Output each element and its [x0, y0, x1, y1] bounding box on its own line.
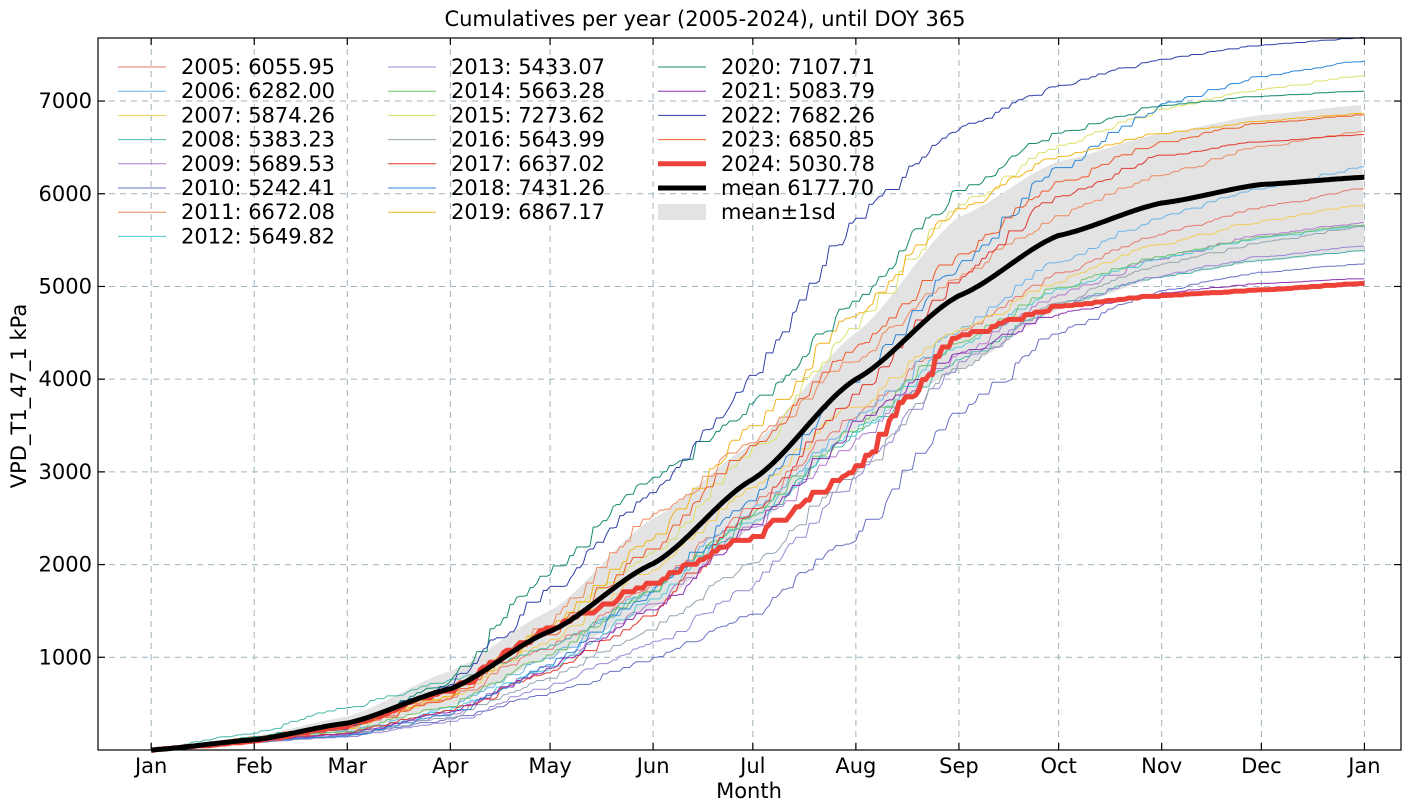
y-tick-label: 2000 [39, 553, 92, 577]
legend-label-2020: 2020: 7107.71 [721, 55, 875, 79]
legend-label-2022: 2022: 7682.26 [721, 103, 875, 127]
series-layer [150, 37, 1365, 753]
x-tick-label: Oct [1040, 754, 1076, 778]
x-tick-label: Sep [939, 754, 979, 778]
legend-label-2006: 2006: 6282.00 [181, 79, 335, 103]
legend-label-2009: 2009: 5689.53 [181, 152, 335, 176]
legend-label-2007: 2007: 5874.26 [181, 103, 335, 127]
x-tick-label: Mar [327, 754, 367, 778]
chart-title: Cumulatives per year (2005-2024), until … [444, 7, 965, 31]
legend-label-2005: 2005: 6055.95 [181, 55, 335, 79]
legend-label-2015: 2015: 7273.62 [451, 103, 605, 127]
legend-label-2008: 2008: 5383.23 [181, 128, 335, 152]
legend-label-2018: 2018: 7431.26 [451, 176, 605, 200]
series-line-2018 [151, 60, 1365, 751]
series-line-2014 [151, 224, 1365, 751]
legend-label-2010: 2010: 5242.41 [181, 176, 335, 200]
axis-ticks: Jan Feb Mar Apr May Jun Jul Aug Sep Oct Nov Dec Jan 1… [39, 38, 1401, 778]
series-line-2019 [151, 112, 1365, 751]
series-line-2013 [151, 245, 1365, 751]
y-axis-label: VPD_T1_47_1 kPa [7, 304, 32, 488]
y-tick-label: 7000 [39, 89, 92, 113]
x-tick-label: Aug [835, 754, 876, 778]
x-tick-label: May [528, 754, 571, 778]
legend-label-2013: 2013: 5433.07 [451, 55, 605, 79]
series-line-2008 [151, 250, 1365, 751]
series-line-mean [151, 174, 1365, 753]
legend-label-2017: 2017: 6637.02 [451, 152, 605, 176]
y-tick-label: 4000 [39, 367, 92, 391]
x-tick-label: Dec [1241, 754, 1282, 778]
legend-label-2021: 2021: 5083.79 [721, 79, 875, 103]
x-tick-label: Jan [1346, 754, 1380, 778]
y-tick-label: 5000 [39, 274, 92, 298]
legend-label-2012: 2012: 5649.82 [181, 224, 335, 248]
y-tick-label: 1000 [39, 645, 92, 669]
legend-label-band: mean±1sd [721, 200, 836, 224]
legend-label-2023: 2023: 6850.85 [721, 128, 875, 152]
x-tick-label: Apr [432, 754, 469, 778]
legend-label-mean: mean 6177.70 [721, 176, 874, 200]
x-tick-label: Feb [236, 754, 273, 778]
legend-label-2011: 2011: 6672.08 [181, 200, 335, 224]
x-tick-label: Nov [1141, 754, 1182, 778]
sd-band [151, 105, 1365, 750]
legend-label-2016: 2016: 5643.99 [451, 128, 605, 152]
x-tick-label: Jan [133, 754, 167, 778]
y-tick-label: 6000 [39, 182, 92, 206]
legend-label-2019: 2019: 6867.17 [451, 200, 605, 224]
y-tick-label: 3000 [39, 460, 92, 484]
legend-swatch-band [658, 204, 706, 221]
legend-label-2024: 2024: 5030.78 [721, 152, 875, 176]
legend-label-2014: 2014: 5663.28 [451, 79, 605, 103]
x-axis-label: Month [716, 779, 782, 803]
x-tick-label: Jul [738, 754, 765, 778]
plot-frame [97, 37, 1402, 751]
sd-band-layer [151, 105, 1365, 750]
series-line-2021 [151, 278, 1365, 751]
x-tick-label: Jun [635, 754, 670, 778]
series-line-2023 [151, 114, 1365, 751]
